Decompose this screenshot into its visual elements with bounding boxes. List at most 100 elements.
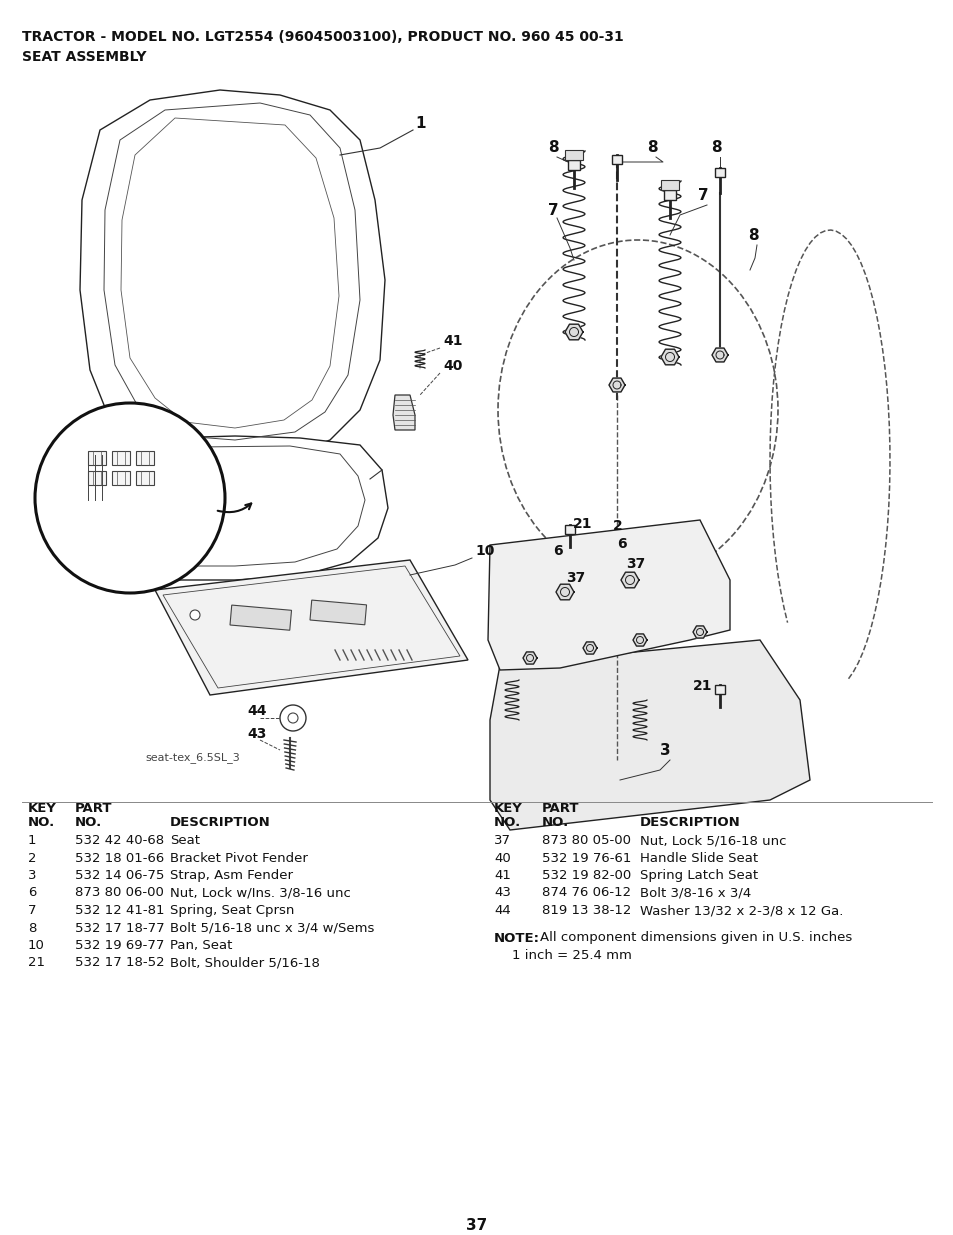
Circle shape: [35, 403, 225, 593]
Text: 2: 2: [613, 519, 622, 534]
Text: 21: 21: [28, 956, 45, 969]
Text: 41: 41: [442, 333, 462, 348]
Text: 8: 8: [710, 140, 720, 156]
Text: 40: 40: [442, 359, 462, 373]
Polygon shape: [660, 350, 679, 364]
Polygon shape: [582, 642, 597, 655]
Text: Nut, Lock w/Ins. 3/8-16 unc: Nut, Lock w/Ins. 3/8-16 unc: [170, 887, 351, 899]
Polygon shape: [660, 180, 679, 190]
Text: Spring Latch Seat: Spring Latch Seat: [639, 869, 758, 882]
Polygon shape: [633, 634, 646, 646]
Text: DESCRIPTION: DESCRIPTION: [639, 816, 740, 829]
Text: NO.: NO.: [75, 816, 102, 829]
Text: 7: 7: [698, 188, 708, 203]
FancyBboxPatch shape: [714, 685, 724, 694]
Text: Handle Slide Seat: Handle Slide Seat: [639, 851, 758, 864]
Text: 37: 37: [494, 834, 511, 847]
Text: 3: 3: [659, 743, 670, 758]
Text: Nut, Lock 5/16-18 unc: Nut, Lock 5/16-18 unc: [639, 834, 785, 847]
Text: 532 19 82-00: 532 19 82-00: [541, 869, 631, 882]
Text: TRACTOR - MODEL NO. LGT2554 (96045003100), PRODUCT NO. 960 45 00-31: TRACTOR - MODEL NO. LGT2554 (96045003100…: [22, 30, 623, 44]
Text: NO.: NO.: [494, 816, 520, 829]
Text: 874 76 06-12: 874 76 06-12: [541, 887, 631, 899]
Text: PART: PART: [75, 802, 112, 815]
Text: Seat: Seat: [170, 834, 200, 847]
Text: 6: 6: [28, 887, 36, 899]
Polygon shape: [154, 559, 468, 695]
Bar: [112, 471, 130, 485]
Polygon shape: [711, 348, 727, 362]
Text: 41: 41: [494, 869, 511, 882]
Text: 43: 43: [494, 887, 511, 899]
FancyBboxPatch shape: [663, 190, 676, 200]
Text: 8: 8: [747, 228, 758, 243]
Text: PART: PART: [541, 802, 578, 815]
Text: 1: 1: [28, 834, 36, 847]
Text: All component dimensions given in U.S. inches: All component dimensions given in U.S. i…: [539, 931, 851, 945]
Text: 6: 6: [553, 543, 562, 558]
Text: NO.: NO.: [541, 816, 569, 829]
Polygon shape: [393, 395, 415, 430]
Text: Strap, Asm Fender: Strap, Asm Fender: [170, 869, 293, 882]
Text: 21: 21: [573, 517, 592, 531]
Text: 532 12 41-81: 532 12 41-81: [75, 904, 164, 918]
Circle shape: [288, 713, 297, 722]
Polygon shape: [490, 640, 809, 830]
FancyBboxPatch shape: [567, 161, 579, 170]
Polygon shape: [564, 149, 582, 161]
Text: 873 80 06-00: 873 80 06-00: [75, 887, 164, 899]
Text: 3: 3: [28, 869, 36, 882]
Bar: [112, 451, 130, 466]
Circle shape: [280, 705, 306, 731]
Text: Bracket Pivot Fender: Bracket Pivot Fender: [170, 851, 308, 864]
Circle shape: [190, 610, 200, 620]
Text: 8: 8: [547, 140, 558, 156]
Text: 37: 37: [466, 1218, 487, 1233]
Text: 532 19 76-61: 532 19 76-61: [541, 851, 631, 864]
Text: 532 14 06-75: 532 14 06-75: [75, 869, 164, 882]
Polygon shape: [80, 90, 385, 459]
Bar: [88, 471, 106, 485]
Text: 10: 10: [475, 543, 494, 558]
Text: DESCRIPTION: DESCRIPTION: [170, 816, 271, 829]
Text: 6: 6: [617, 537, 626, 551]
Text: Bolt 3/8-16 x 3/4: Bolt 3/8-16 x 3/4: [639, 887, 750, 899]
Text: KEY: KEY: [494, 802, 522, 815]
Text: 43: 43: [247, 727, 266, 741]
Text: 532 42 40-68: 532 42 40-68: [75, 834, 164, 847]
Text: Pan, Seat: Pan, Seat: [170, 939, 233, 952]
Bar: [136, 471, 153, 485]
Polygon shape: [608, 378, 624, 391]
Text: 10: 10: [28, 939, 45, 952]
Text: Washer 13/32 x 2-3/8 x 12 Ga.: Washer 13/32 x 2-3/8 x 12 Ga.: [639, 904, 842, 918]
Text: NO.: NO.: [28, 816, 55, 829]
Polygon shape: [564, 325, 582, 340]
Text: 40: 40: [494, 851, 510, 864]
FancyBboxPatch shape: [564, 525, 575, 534]
Text: 44: 44: [494, 904, 510, 918]
Text: 37: 37: [625, 557, 644, 571]
Text: Spring, Seat Cprsn: Spring, Seat Cprsn: [170, 904, 294, 918]
Bar: [88, 451, 106, 466]
Text: 1 inch = 25.4 mm: 1 inch = 25.4 mm: [512, 948, 631, 962]
FancyBboxPatch shape: [714, 168, 724, 177]
Text: 21: 21: [692, 679, 712, 693]
Text: 532 19 69-77: 532 19 69-77: [75, 939, 164, 952]
Text: 819 13 38-12: 819 13 38-12: [541, 904, 631, 918]
Text: 532 17 18-77: 532 17 18-77: [75, 921, 165, 935]
Text: 8: 8: [28, 921, 36, 935]
FancyBboxPatch shape: [611, 156, 621, 164]
Text: 8: 8: [646, 140, 657, 156]
Text: Bolt, Shoulder 5/16-18: Bolt, Shoulder 5/16-18: [170, 956, 319, 969]
Polygon shape: [488, 520, 729, 671]
Polygon shape: [556, 584, 574, 600]
Polygon shape: [692, 626, 706, 638]
Polygon shape: [522, 652, 537, 664]
Text: 873 80 05-00: 873 80 05-00: [541, 834, 630, 847]
Polygon shape: [620, 572, 639, 588]
Text: KEY: KEY: [28, 802, 57, 815]
Text: SEAT ASSEMBLY: SEAT ASSEMBLY: [22, 49, 147, 64]
Text: 2: 2: [28, 851, 36, 864]
Bar: [136, 451, 153, 466]
Text: seat-tex_6.5SL_3: seat-tex_6.5SL_3: [145, 752, 239, 763]
